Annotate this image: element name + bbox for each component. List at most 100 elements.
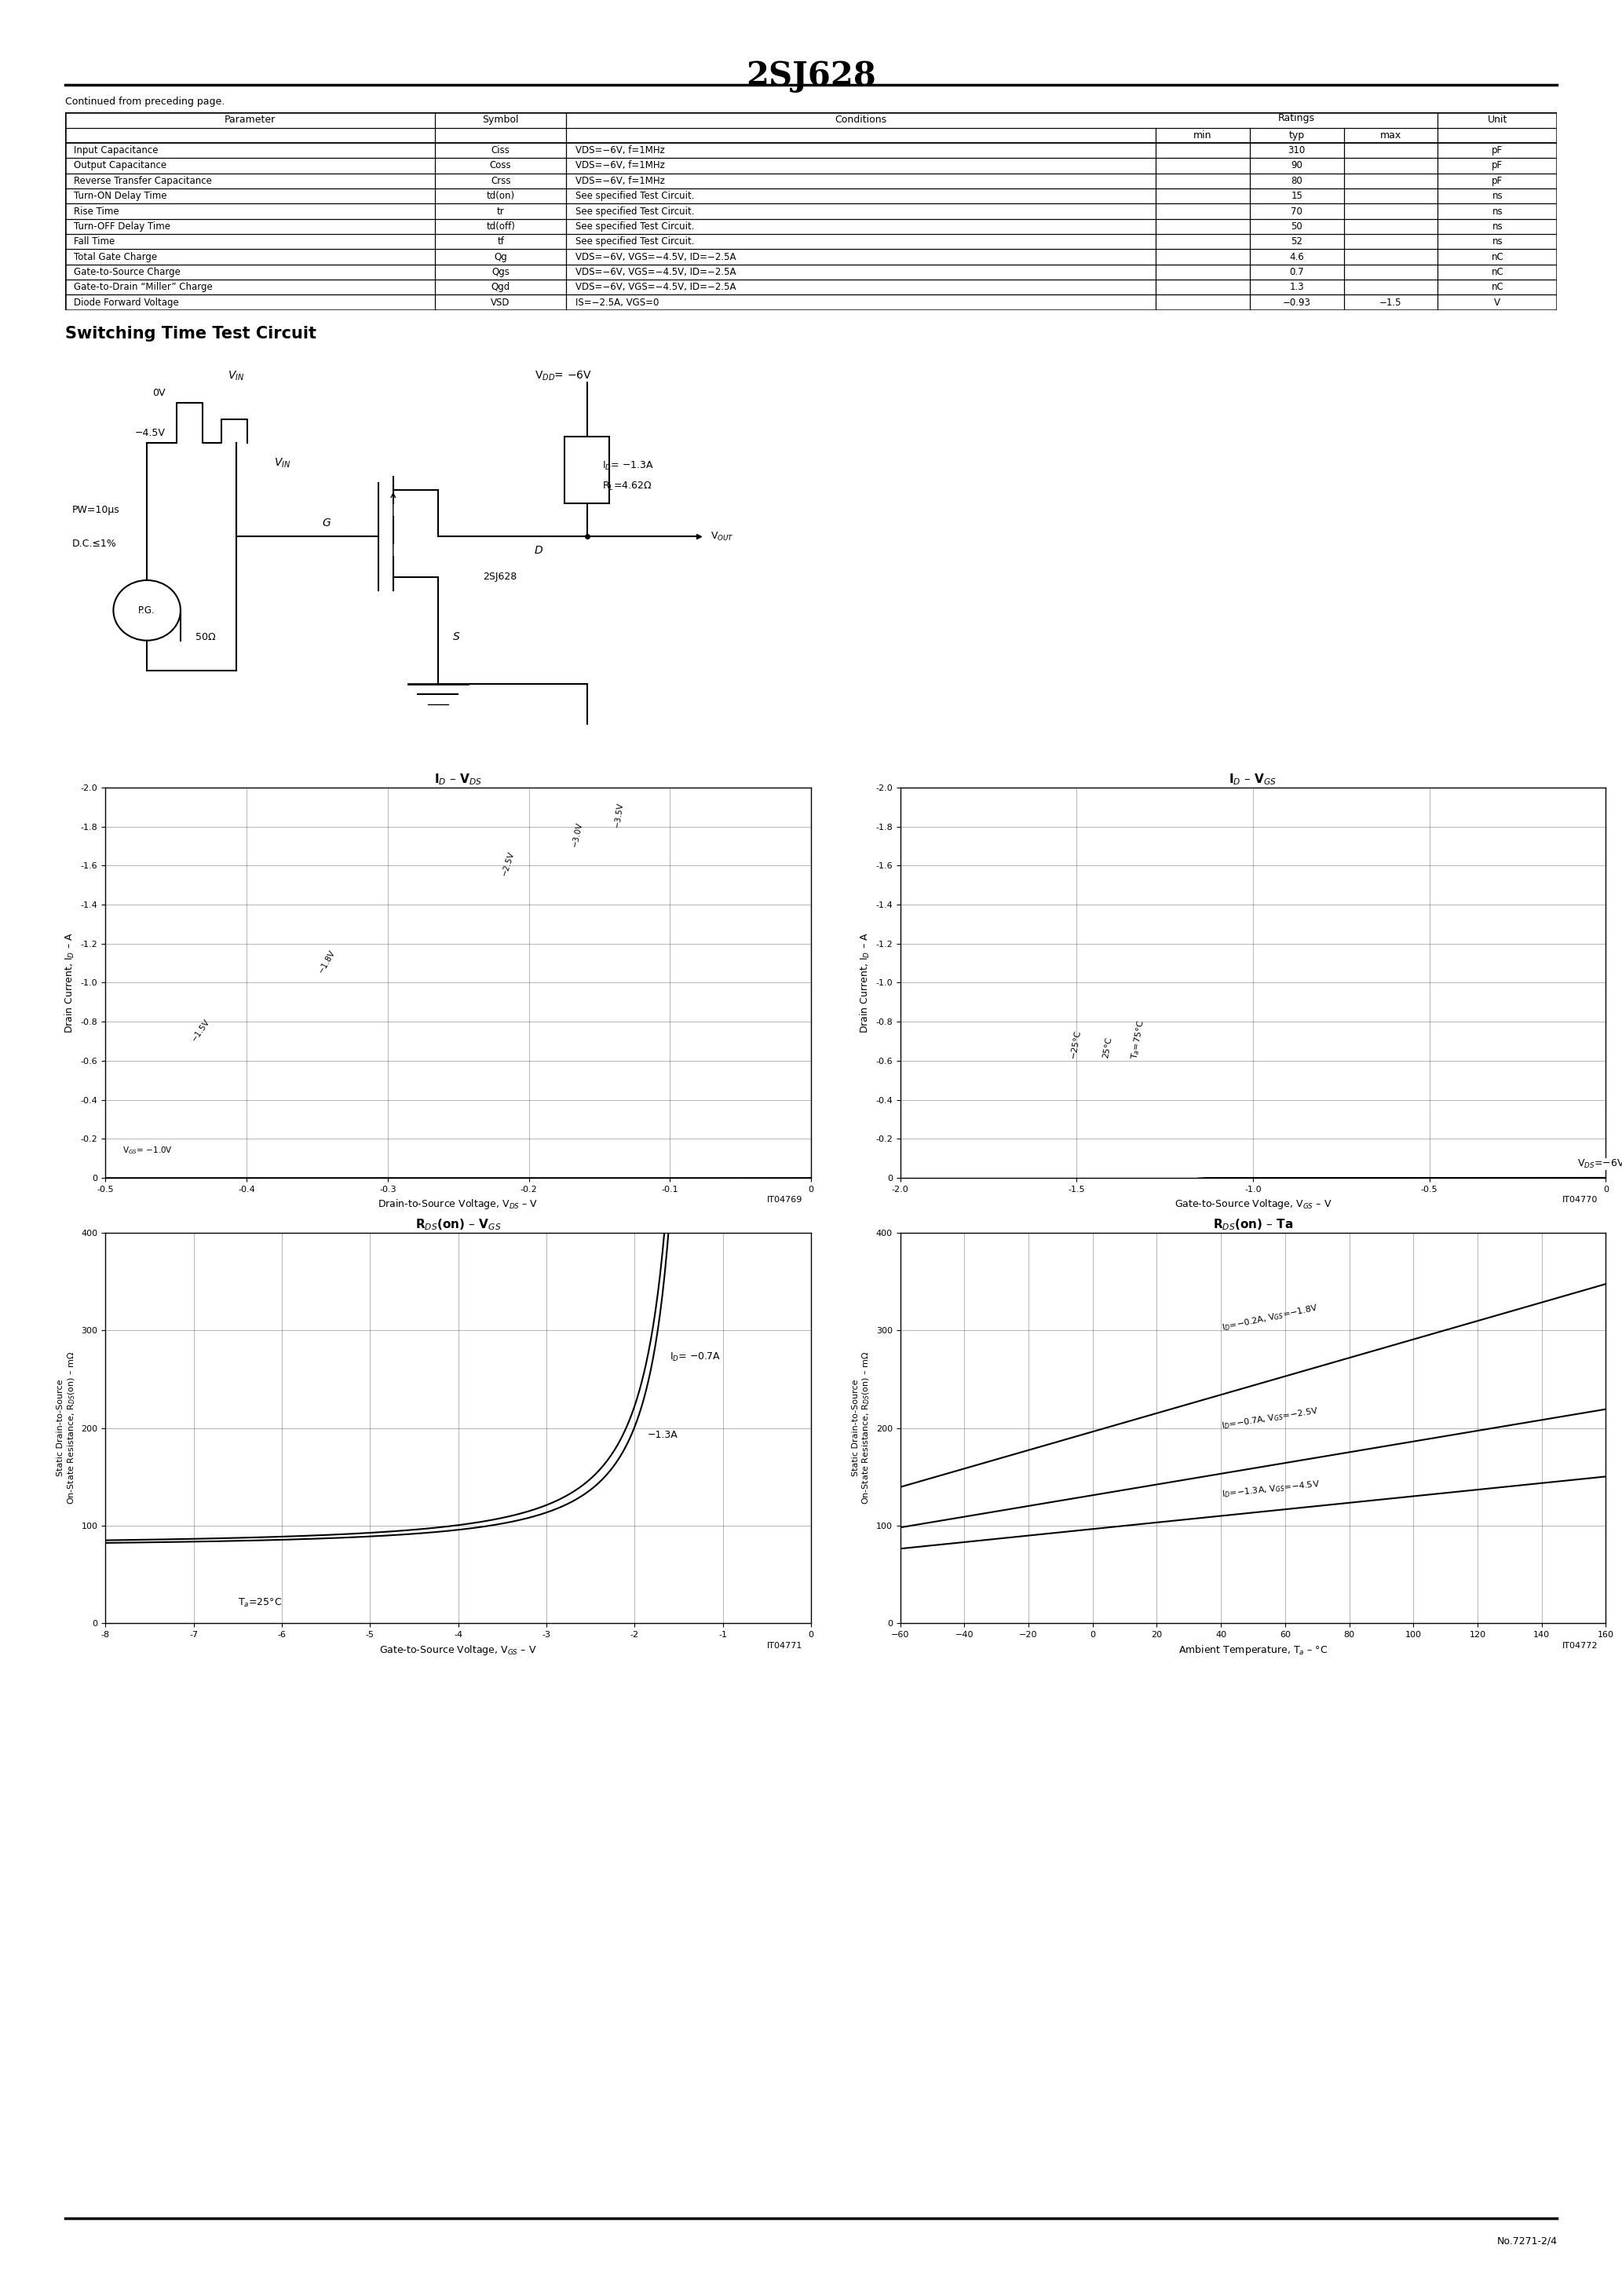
Text: S: S: [453, 631, 459, 643]
Text: td(on): td(on): [487, 191, 514, 202]
Text: nC: nC: [1491, 282, 1504, 292]
Text: Rise Time: Rise Time: [75, 207, 118, 216]
Bar: [564, 436, 610, 503]
Text: See specified Test Circuit.: See specified Test Circuit.: [576, 220, 694, 232]
Text: nC: nC: [1491, 253, 1504, 262]
Text: ns: ns: [1492, 207, 1502, 216]
X-axis label: Gate-to-Source Voltage, V$_{GS}$ – V: Gate-to-Source Voltage, V$_{GS}$ – V: [1174, 1199, 1332, 1210]
Text: Fall Time: Fall Time: [75, 236, 115, 246]
Y-axis label: Static Drain-to-Source
On-State Resistance, R$_{DS}$(on) – mΩ: Static Drain-to-Source On-State Resistan…: [852, 1352, 871, 1504]
Text: Coss: Coss: [490, 161, 511, 170]
Text: ns: ns: [1492, 220, 1502, 232]
Text: Conditions: Conditions: [835, 115, 887, 126]
Text: I$_D$=−0.7A, V$_{GS}$=−2.5V: I$_D$=−0.7A, V$_{GS}$=−2.5V: [1221, 1405, 1319, 1430]
Y-axis label: Drain Current, I$_D$ – A: Drain Current, I$_D$ – A: [858, 932, 871, 1033]
Text: T$_a$=25°C: T$_a$=25°C: [238, 1598, 282, 1609]
Text: V: V: [1494, 296, 1500, 308]
Text: −3.0V: −3.0V: [571, 822, 584, 847]
Text: PW=10μs: PW=10μs: [73, 505, 120, 514]
Text: tf: tf: [496, 236, 504, 246]
Y-axis label: Static Drain-to-Source
On-State Resistance, R$_{DS}$(on) – mΩ: Static Drain-to-Source On-State Resistan…: [57, 1352, 76, 1504]
Text: ns: ns: [1492, 236, 1502, 246]
Text: V$_{GS}$= −1.0V: V$_{GS}$= −1.0V: [123, 1146, 174, 1155]
Text: 50: 50: [1291, 220, 1302, 232]
Text: 52: 52: [1291, 236, 1302, 246]
Text: Gate-to-Drain “Miller” Charge: Gate-to-Drain “Miller” Charge: [75, 282, 212, 292]
Text: −4.5V: −4.5V: [135, 427, 165, 439]
Text: IT04772: IT04772: [1562, 1642, 1598, 1649]
Text: IT04769: IT04769: [767, 1196, 803, 1203]
Text: Qgs: Qgs: [491, 266, 509, 278]
Text: 70: 70: [1291, 207, 1302, 216]
Text: Turn-OFF Delay Time: Turn-OFF Delay Time: [75, 220, 170, 232]
Text: Unit: Unit: [1487, 115, 1507, 126]
Text: V$_{DD}$= −6V: V$_{DD}$= −6V: [535, 370, 592, 381]
Text: Total Gate Charge: Total Gate Charge: [75, 253, 157, 262]
Text: Qgd: Qgd: [491, 282, 511, 292]
Text: IT04770: IT04770: [1562, 1196, 1598, 1203]
Text: −2.5V: −2.5V: [501, 850, 516, 877]
Text: VDS=−6V, VGS=−4.5V, ID=−2.5A: VDS=−6V, VGS=−4.5V, ID=−2.5A: [576, 266, 736, 278]
Y-axis label: Drain Current, I$_D$ – A: Drain Current, I$_D$ – A: [63, 932, 76, 1033]
Text: No.7271-2/4: No.7271-2/4: [1497, 2236, 1557, 2245]
Text: max: max: [1380, 131, 1401, 140]
Text: IS=−2.5A, VGS=0: IS=−2.5A, VGS=0: [576, 296, 659, 308]
Text: T$_a$=75°C: T$_a$=75°C: [1129, 1019, 1147, 1061]
Text: VDS=−6V, f=1MHz: VDS=−6V, f=1MHz: [576, 177, 665, 186]
Text: −25°C: −25°C: [1069, 1029, 1082, 1058]
Text: 80: 80: [1291, 177, 1302, 186]
Text: ns: ns: [1492, 191, 1502, 202]
Text: Input Capacitance: Input Capacitance: [75, 145, 159, 156]
Text: D.C.≤1%: D.C.≤1%: [73, 537, 117, 549]
Text: Diode Forward Voltage: Diode Forward Voltage: [75, 296, 178, 308]
Text: VDS=−6V, VGS=−4.5V, ID=−2.5A: VDS=−6V, VGS=−4.5V, ID=−2.5A: [576, 253, 736, 262]
Text: I$_D$= −0.7A: I$_D$= −0.7A: [670, 1350, 722, 1364]
Text: I$_D$=−0.2A, V$_{GS}$=−1.8V: I$_D$=−0.2A, V$_{GS}$=−1.8V: [1221, 1302, 1319, 1334]
Text: Output Capacitance: Output Capacitance: [75, 161, 167, 170]
Text: V$_{OUT}$: V$_{OUT}$: [710, 530, 733, 542]
Title: R$_{DS}$(on) – Ta: R$_{DS}$(on) – Ta: [1213, 1217, 1293, 1233]
Text: Ciss: Ciss: [491, 145, 509, 156]
Text: IT04771: IT04771: [767, 1642, 803, 1649]
Title: I$_D$ – V$_{GS}$: I$_D$ – V$_{GS}$: [1229, 771, 1277, 788]
Text: VDS=−6V, f=1MHz: VDS=−6V, f=1MHz: [576, 145, 665, 156]
X-axis label: Drain-to-Source Voltage, V$_{DS}$ – V: Drain-to-Source Voltage, V$_{DS}$ – V: [378, 1199, 539, 1210]
Text: 90: 90: [1291, 161, 1302, 170]
Text: See specified Test Circuit.: See specified Test Circuit.: [576, 207, 694, 216]
Text: −1.3A: −1.3A: [647, 1430, 678, 1440]
Text: See specified Test Circuit.: See specified Test Circuit.: [576, 236, 694, 246]
Text: Symbol: Symbol: [482, 115, 519, 126]
Text: 0.7: 0.7: [1289, 266, 1304, 278]
Text: VDS=−6V, f=1MHz: VDS=−6V, f=1MHz: [576, 161, 665, 170]
Text: I$_D$=−1.3A, V$_{GS}$=−4.5V: I$_D$=−1.3A, V$_{GS}$=−4.5V: [1221, 1479, 1320, 1499]
Text: −3.5V: −3.5V: [613, 801, 624, 829]
Text: −1.5V: −1.5V: [190, 1017, 211, 1042]
Text: R$_L$=4.62Ω: R$_L$=4.62Ω: [602, 480, 652, 491]
Title: R$_{DS}$(on) – V$_{GS}$: R$_{DS}$(on) – V$_{GS}$: [415, 1217, 501, 1233]
Text: nC: nC: [1491, 266, 1504, 278]
Text: VSD: VSD: [491, 296, 511, 308]
Text: −0.93: −0.93: [1283, 296, 1311, 308]
Text: min: min: [1194, 131, 1212, 140]
Text: typ: typ: [1289, 131, 1304, 140]
Text: Switching Time Test Circuit: Switching Time Test Circuit: [65, 326, 316, 342]
X-axis label: Ambient Temperature, T$_a$ – °C: Ambient Temperature, T$_a$ – °C: [1178, 1644, 1328, 1655]
Text: V$_{DS}$=−6V: V$_{DS}$=−6V: [1578, 1157, 1622, 1171]
Text: 1.3: 1.3: [1289, 282, 1304, 292]
Text: D: D: [534, 544, 542, 556]
Text: Gate-to-Source Charge: Gate-to-Source Charge: [75, 266, 180, 278]
Text: 4.6: 4.6: [1289, 253, 1304, 262]
Text: pF: pF: [1492, 145, 1504, 156]
Title: I$_D$ – V$_{DS}$: I$_D$ – V$_{DS}$: [435, 771, 482, 788]
Text: V$_{IN}$: V$_{IN}$: [229, 370, 245, 381]
Text: td(off): td(off): [487, 220, 516, 232]
Text: 2SJ628: 2SJ628: [483, 572, 517, 581]
Text: See specified Test Circuit.: See specified Test Circuit.: [576, 191, 694, 202]
Text: tr: tr: [496, 207, 504, 216]
Text: Continued from preceding page.: Continued from preceding page.: [65, 96, 224, 106]
Text: Qg: Qg: [495, 253, 508, 262]
Text: 2SJ628: 2SJ628: [746, 60, 876, 92]
Text: Parameter: Parameter: [224, 115, 276, 126]
Text: Ratings: Ratings: [1278, 113, 1315, 124]
Text: Reverse Transfer Capacitance: Reverse Transfer Capacitance: [75, 177, 212, 186]
